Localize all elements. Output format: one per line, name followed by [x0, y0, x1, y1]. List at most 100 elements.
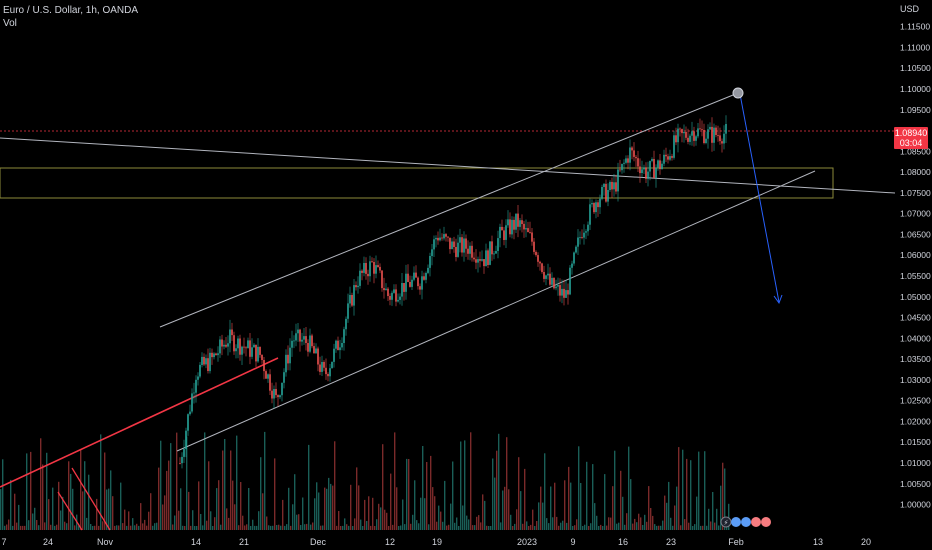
bar-countdown: 03:04	[899, 138, 923, 148]
candle-body	[713, 127, 715, 143]
volume-label[interactable]: Vol	[3, 18, 17, 29]
volume-bar	[192, 510, 194, 530]
volume-bar	[126, 525, 128, 530]
volume-bar	[384, 509, 386, 530]
candle-body	[509, 219, 511, 235]
volume-bar	[286, 524, 288, 530]
volume-bar	[494, 477, 496, 530]
volume-bar	[336, 525, 338, 530]
volume-bar	[600, 524, 602, 530]
candle-body	[321, 362, 323, 372]
red-short-line-1[interactable]	[57, 491, 83, 531]
candle-body	[575, 246, 577, 253]
time-tick-label: Nov	[97, 537, 114, 547]
volume-bar	[640, 517, 642, 530]
descending-trendline[interactable]	[0, 137, 896, 194]
candle-body	[645, 167, 647, 179]
candle-body	[311, 335, 313, 347]
volume-bar	[396, 487, 398, 530]
candle-body	[223, 344, 225, 347]
candle-body	[189, 411, 191, 415]
drawing-handle[interactable]	[732, 87, 744, 99]
candle-body	[701, 129, 703, 130]
volume-bar	[422, 446, 424, 530]
volume-bar	[636, 522, 638, 530]
candle-body	[615, 182, 617, 192]
candle-body	[681, 129, 683, 134]
volume-bar	[556, 516, 558, 530]
candle-body	[357, 285, 359, 288]
candle-body	[419, 286, 421, 290]
candle-body	[487, 250, 489, 265]
candle-body	[221, 339, 223, 347]
candle-body	[475, 259, 477, 263]
volume-bar	[124, 509, 126, 530]
volume-bar	[178, 510, 180, 530]
channel-upper-line[interactable]	[159, 92, 739, 328]
volume-bar	[156, 522, 158, 530]
volume-bar	[476, 516, 478, 530]
volume-bar	[82, 491, 84, 530]
volume-bar	[506, 437, 508, 530]
candle-body	[471, 245, 473, 258]
candle-body	[233, 335, 235, 352]
event-icons[interactable]: ⚡	[720, 516, 771, 528]
volume-bar	[198, 481, 200, 530]
volume-bar	[560, 522, 562, 530]
candle-body	[491, 241, 493, 255]
volume-bar	[460, 441, 462, 530]
volume-bar	[440, 511, 442, 530]
volume-bar	[64, 521, 66, 530]
forecast-arrow-line[interactable]	[739, 93, 780, 303]
volume-bar	[54, 525, 56, 530]
volume-bar	[504, 486, 506, 530]
channel-lower-line[interactable]	[176, 170, 816, 452]
candle-body	[545, 275, 547, 279]
resistance-zone[interactable]	[0, 167, 834, 199]
volume-bar	[698, 451, 700, 530]
volume-bar	[200, 514, 202, 530]
candle-body	[489, 241, 491, 265]
volume-bar	[92, 526, 94, 530]
red-trendline[interactable]	[0, 357, 279, 488]
volume-bar	[688, 522, 690, 530]
candle-body	[525, 228, 527, 230]
volume-bar	[202, 525, 204, 530]
volume-bar	[554, 482, 556, 530]
volume-bar	[558, 525, 560, 530]
volume-bar	[294, 474, 296, 530]
volume-bar	[368, 496, 370, 530]
volume-bar	[704, 451, 706, 530]
volume-bar	[392, 524, 394, 530]
volume-bar	[216, 488, 218, 530]
candle-body	[537, 255, 539, 262]
candle-body	[473, 257, 475, 260]
candle-body	[641, 169, 643, 173]
volume-bar	[386, 512, 388, 530]
price-axis[interactable]: 1.11500 1.11000 1.10500 1.10000 1.09500 1.085…	[900, 22, 931, 510]
volume-bar	[170, 443, 172, 530]
candle-body	[363, 263, 365, 273]
volume-bar	[122, 523, 124, 530]
red-short-line-2[interactable]	[71, 467, 111, 531]
volume-bar	[674, 505, 676, 530]
candle-body	[237, 338, 239, 349]
time-axis[interactable]: 7 24 Nov 14 21 Dec 12 19 2023 9 16 23 Feb 13 20	[1, 537, 871, 547]
volume-bar	[78, 525, 80, 530]
candle-body	[539, 261, 541, 264]
volume-bar	[212, 526, 214, 530]
symbol-title[interactable]: Euro / U.S. Dollar, 1h, OANDA	[3, 5, 139, 16]
candle-body	[397, 299, 399, 302]
candle-body	[451, 241, 453, 250]
volume-bar	[114, 525, 116, 530]
candle-body	[659, 160, 661, 170]
candle-body	[685, 132, 687, 138]
volume-bar	[394, 432, 396, 530]
candle-body	[251, 347, 253, 357]
volume-bar	[626, 513, 628, 530]
price-tick-label: 1.06000	[900, 250, 931, 260]
volume-bar	[550, 486, 552, 530]
candle-body	[215, 353, 217, 356]
volume-bar	[412, 514, 414, 530]
